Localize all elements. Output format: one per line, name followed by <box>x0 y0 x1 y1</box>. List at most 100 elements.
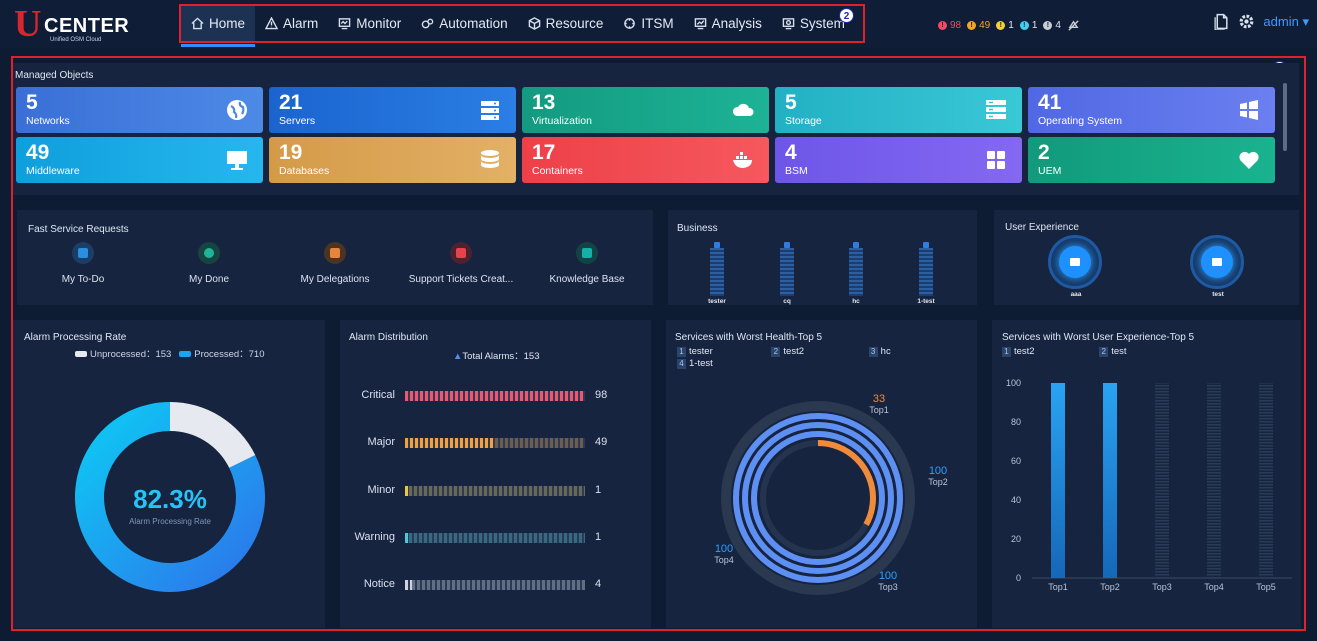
tile-uem[interactable]: 2 UEM <box>1028 137 1275 183</box>
legend-item-test2[interactable]: 1 test2 <box>1002 346 1035 357</box>
radial-bar-top4[interactable] <box>733 413 903 583</box>
alarm-level-row-critical[interactable]: Critical 98 <box>350 389 640 403</box>
app-icon <box>1212 258 1222 266</box>
fsr-my-done[interactable]: My Done <box>149 242 269 285</box>
alarm-level-fill <box>405 486 409 496</box>
header-alarm-counts[interactable]: ! 98 ! 49 ! 1 ! 1 ! 4 <box>938 19 1080 32</box>
y-tick-label: 80 <box>1011 417 1021 427</box>
gear-icon[interactable] <box>1238 13 1255 30</box>
mute-bell-icon[interactable] <box>1067 19 1080 32</box>
ux-item-test[interactable]: test <box>1190 235 1246 298</box>
tile-count: 49 <box>26 141 50 164</box>
alarm-level-fill <box>405 391 585 401</box>
tile-databases[interactable]: 19 Databases <box>269 137 516 183</box>
bar-top1[interactable] <box>1051 383 1065 578</box>
tile-networks[interactable]: 5 Networks <box>16 87 263 133</box>
business-item-hc[interactable]: hc <box>836 242 876 305</box>
tile-virtualization[interactable]: 13 Virtualization <box>522 87 769 133</box>
alarm-processing-donut: 82.3% Alarm Processing Rate <box>75 402 265 592</box>
nav-itsm[interactable]: ITSM <box>613 6 683 41</box>
business-item-cq[interactable]: cq <box>767 242 807 305</box>
business-item-1-test[interactable]: 1-test <box>906 242 946 305</box>
chevron-down-icon: ▾ <box>1302 13 1309 29</box>
monitor-icon <box>338 18 351 30</box>
radial-outer-ring <box>721 401 915 595</box>
legend-item-tester[interactable]: 1 tester <box>677 346 713 357</box>
ticket-icon <box>450 242 472 264</box>
alarm-level-remaining <box>408 533 585 543</box>
tile-bsm[interactable]: 4 BSM <box>775 137 1022 183</box>
nav-automation[interactable]: Automation <box>411 6 517 41</box>
tile-servers[interactable]: 21 Servers <box>269 87 516 133</box>
fsr-label: Support Tickets Creat... <box>408 274 514 285</box>
tiles-scrollbar[interactable] <box>1283 83 1287 151</box>
warning-alarm-count: 1 <box>1031 20 1038 31</box>
legend-item-test2[interactable]: 2 test2 <box>771 346 804 357</box>
alarm-processing-panel: Alarm Processing Rate Unprocessed：153 Pr… <box>13 320 325 628</box>
delegation-icon <box>324 242 346 264</box>
logo-subtitle: Unified OSM Cloud <box>50 37 102 43</box>
legend-item-1-test[interactable]: 4 1-test <box>677 358 713 369</box>
donut-slice-unprocessed[interactable] <box>170 402 256 468</box>
tile-count: 13 <box>532 91 556 114</box>
nav-analysis[interactable]: Analysis <box>684 6 772 41</box>
alarm-level-row-minor[interactable]: Minor 1 <box>350 484 640 498</box>
ux-item-aaa[interactable]: aaa <box>1048 235 1104 298</box>
legend-processed[interactable]: Processed：710 <box>194 349 265 360</box>
nav-system[interactable]: System <box>772 6 855 41</box>
fsr-label: My Delegations <box>300 274 370 285</box>
major-alarm-count: 49 <box>979 20 991 31</box>
business-item-tester[interactable]: tester <box>697 242 737 305</box>
document-icon[interactable] <box>1213 13 1230 30</box>
tile-operating-system[interactable]: 41 Operating System <box>1028 87 1275 133</box>
notice-alarm-count: 4 <box>1055 20 1061 31</box>
fsr-my-todo[interactable]: My To-Do <box>23 242 143 285</box>
legend-item-test[interactable]: 2 test <box>1099 346 1127 357</box>
fsr-my-delegations[interactable]: My Delegations <box>275 242 395 285</box>
worst-ux-panel: Services with Worst User Experience-Top … <box>992 320 1301 628</box>
alarm-level-row-notice[interactable]: Notice 4 <box>350 578 640 592</box>
alarm-level-row-major[interactable]: Major 49 <box>350 436 640 450</box>
rate-caption: Alarm Processing Rate <box>129 517 211 526</box>
tile-count: 4 <box>785 141 797 164</box>
y-tick-label: 60 <box>1011 456 1021 466</box>
tile-label: Virtualization <box>532 115 592 127</box>
tile-middleware[interactable]: 49 Middleware <box>16 137 263 183</box>
alarm-level-fill <box>405 533 409 543</box>
nav-resource[interactable]: Resource <box>518 6 614 41</box>
legend-unprocessed[interactable]: Unprocessed：153 <box>90 349 172 360</box>
legend-item-hc[interactable]: 3 hc <box>868 346 891 357</box>
legend-chip-processed <box>179 351 192 358</box>
nav-home[interactable]: Home <box>181 6 256 47</box>
radial-bar-top1[interactable] <box>760 440 876 556</box>
bar-top2[interactable] <box>1103 383 1117 578</box>
tile-storage[interactable]: 5 Storage <box>775 87 1022 133</box>
alarm-level-row-warning[interactable]: Warning 1 <box>350 531 640 545</box>
user-experience-title: User Experience <box>1005 222 1079 233</box>
alarm-processing-title: Alarm Processing Rate <box>24 332 127 343</box>
bar-background <box>1155 383 1169 578</box>
tile-label: Servers <box>279 115 316 127</box>
tile-label: Storage <box>785 115 822 127</box>
fsr-support-tickets[interactable]: Support Tickets Creat... <box>401 242 521 285</box>
y-tick-label: 40 <box>1011 495 1021 505</box>
legend-name: 1-test <box>689 358 713 369</box>
alarm-level-value: 49 <box>595 436 608 448</box>
user-menu[interactable]: admin ▾ <box>1263 14 1309 30</box>
ux-ring-core <box>1059 246 1091 278</box>
radial-bar-top3[interactable] <box>742 422 894 574</box>
todo-icon <box>72 242 94 264</box>
todo-icon-glyph <box>78 248 88 258</box>
fsr-knowledge-base[interactable]: Knowledge Base <box>527 242 647 285</box>
radial-bar-top2[interactable] <box>751 431 885 565</box>
tile-background <box>269 137 516 183</box>
tile-containers[interactable]: 17 Containers <box>522 137 769 183</box>
nav-monitor[interactable]: Monitor <box>328 6 411 41</box>
ucenter-logo[interactable]: U CENTER Unified OSM Cloud <box>10 3 129 45</box>
radial-category-label: Top3 <box>878 582 898 592</box>
tile-count: 17 <box>532 141 556 164</box>
donut-slice-processed[interactable] <box>75 402 265 592</box>
nav-alarm[interactable]: Alarm <box>255 6 328 41</box>
alarm-level-value: 4 <box>595 578 602 590</box>
donut-hole <box>105 432 235 562</box>
